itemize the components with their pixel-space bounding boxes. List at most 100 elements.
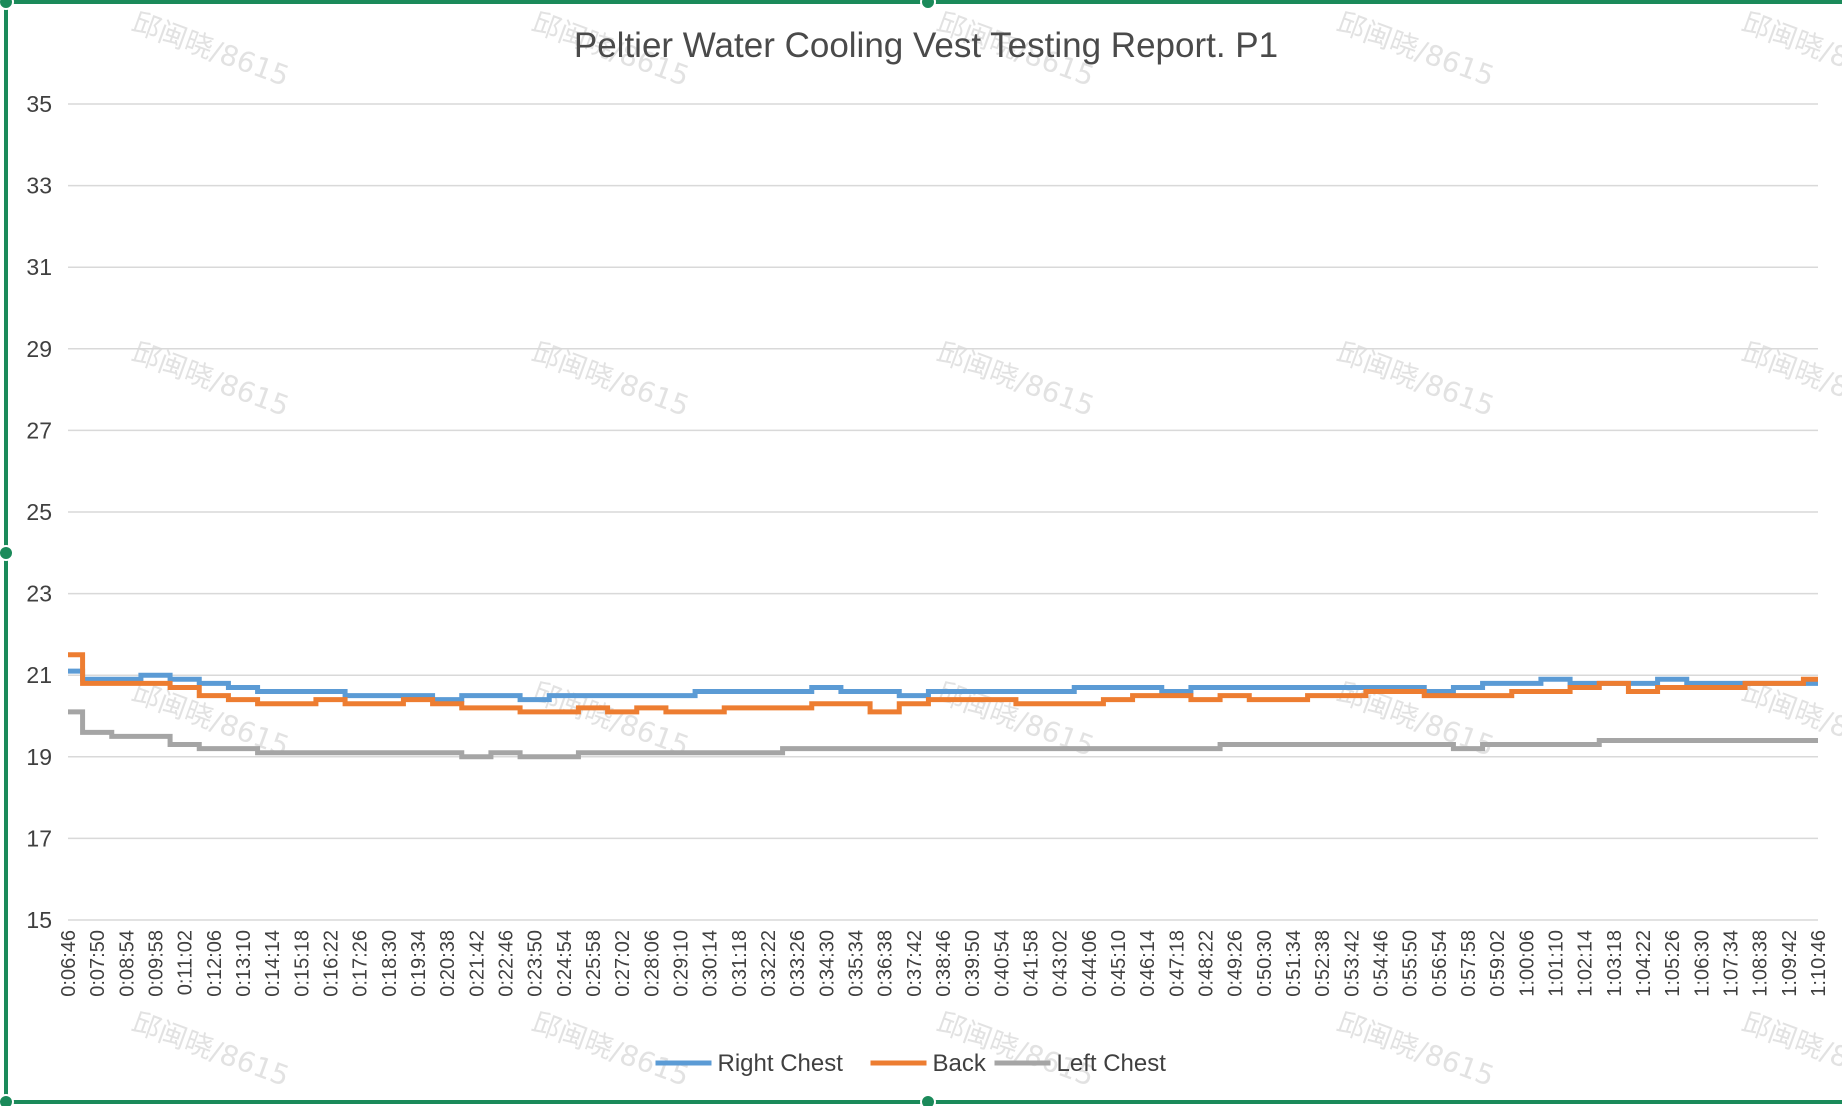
x-tick-label: 0:14:14 [262,930,284,997]
x-tick-label: 0:33:26 [787,930,809,997]
x-axis-ticks: 0:06:46 0:07:50 0:08:54 0:09:58 0:11:02 0:12:… [58,930,1830,997]
legend-label: Left Chest [1057,1050,1167,1077]
x-tick-label: 0:34:30 [816,930,838,997]
gridlines [68,103,1818,921]
resize-handle[interactable] [0,545,14,561]
legend-item[interactable]: Back [870,1050,987,1077]
y-tick-label: 35 [26,91,52,117]
x-tick-label: 0:16:22 [321,930,343,997]
x-tick-label: 0:37:42 [904,930,926,997]
x-tick-label: 0:17:26 [350,930,372,997]
x-tick-label: 0:30:14 [700,930,722,997]
x-tick-label: 0:28:06 [641,930,663,997]
watermark-text: 邱闽晓/8615 [128,6,294,93]
x-tick-label: 1:06:30 [1691,930,1713,997]
x-tick-label: 0:43:02 [1050,930,1072,997]
y-tick-label: 29 [26,336,52,362]
y-tick-label: 23 [26,581,52,607]
x-tick-label: 0:29:10 [671,930,693,997]
x-tick-label: 0:24:54 [554,930,576,997]
x-tick-label: 0:44:06 [1079,930,1101,997]
x-tick-label: 0:20:38 [437,930,459,997]
series-line-left-chest [68,709,1818,760]
x-tick-label: 0:38:46 [933,930,955,997]
x-tick-label: 0:11:02 [175,930,197,995]
x-tick-label: 1:07:34 [1721,930,1743,997]
y-tick-label: 31 [26,254,52,280]
x-tick-label: 0:13:10 [233,930,255,997]
x-tick-label: 1:02:14 [1575,930,1597,997]
x-tick-label: 1:00:06 [1516,930,1538,997]
x-tick-label: 0:54:46 [1371,930,1393,997]
x-tick-label: 1:05:26 [1662,930,1684,997]
series-line-right-chest [68,668,1818,703]
y-tick-label: 19 [26,744,52,770]
watermark-text: 邱闽晓/8615 [128,1006,294,1093]
legend-label: Right Chest [718,1050,844,1077]
legend: Right Chest Back Left Chest [655,1050,1167,1077]
x-tick-label: 1:01:10 [1546,930,1568,997]
x-tick-label: 0:39:50 [962,930,984,997]
watermark-text: 邱闽晓/8615 [1738,1006,1842,1093]
x-tick-label: 0:59:02 [1487,930,1509,997]
x-tick-label: 1:09:42 [1779,930,1801,997]
watermark-text: 邱闽晓/8615 [528,1006,694,1093]
y-tick-label: 21 [26,662,52,688]
x-tick-label: 1:10:46 [1808,930,1830,997]
x-tick-label: 0:49:26 [1225,930,1247,997]
x-tick-label: 0:19:34 [408,930,430,997]
resize-handle[interactable] [0,0,14,10]
x-tick-label: 0:15:18 [291,930,313,997]
resize-handle[interactable] [920,0,936,10]
legend-item[interactable]: Left Chest [994,1050,1167,1077]
y-axis-ticks: 15 17 19 21 23 25 27 29 31 33 35 [26,91,52,933]
x-tick-label: 0:57:58 [1458,930,1480,997]
x-tick-label: 0:52:38 [1312,930,1334,997]
x-tick-label: 0:56:54 [1429,930,1451,997]
legend-label: Back [933,1050,987,1077]
x-tick-label: 0:35:34 [846,930,868,997]
watermark-text: 邱闽晓/8615 [1738,676,1842,763]
x-tick-label: 0:22:46 [496,930,518,997]
watermark-text: 邱闽晓/8615 [1333,1006,1499,1093]
x-tick-label: 0:06:46 [58,930,80,997]
x-tick-label: 0:47:18 [1166,930,1188,997]
x-tick-label: 0:55:50 [1400,930,1422,997]
x-tick-label: 0:07:50 [87,930,109,997]
x-tick-label: 0:27:02 [612,930,634,997]
y-tick-label: 15 [26,907,52,933]
y-tick-label: 33 [26,173,52,199]
x-tick-label: 0:18:30 [379,930,401,997]
series-lines [68,652,1818,760]
x-tick-label: 0:08:54 [116,930,138,997]
watermark-text: 邱闽晓/8615 [528,676,694,763]
chart-title: Peltier Water Cooling Vest Testing Repor… [574,26,1278,65]
x-tick-label: 0:40:54 [991,930,1013,997]
x-tick-label: 1:04:22 [1633,930,1655,997]
x-tick-label: 0:12:06 [204,930,226,997]
resize-handle[interactable] [920,1094,936,1106]
x-tick-label: 0:21:42 [466,930,488,997]
x-tick-label: 0:45:10 [1108,930,1130,997]
x-tick-label: 0:09:58 [146,930,168,997]
watermark-text: 邱闽晓/8615 [1333,6,1499,93]
y-tick-label: 27 [26,417,52,443]
x-tick-label: 0:53:42 [1341,930,1363,997]
resize-handle[interactable] [0,1094,14,1106]
legend-item[interactable]: Right Chest [655,1050,844,1077]
x-tick-label: 0:31:18 [729,930,751,997]
x-tick-label: 0:41:58 [1021,930,1043,997]
series-line-back [68,652,1818,715]
watermark-layer: 邱闽晓/8615 邱闽晓/8615 邱闽晓/8615 邱闽晓/8615 邱闽晓/8615… [128,6,1842,1093]
x-tick-label: 0:51:34 [1283,930,1305,997]
x-tick-label: 0:46:14 [1137,930,1159,997]
x-tick-label: 0:36:38 [875,930,897,997]
x-tick-label: 1:03:18 [1604,930,1626,997]
x-tick-label: 0:50:30 [1254,930,1276,997]
y-tick-label: 25 [26,499,52,525]
x-tick-label: 0:25:58 [583,930,605,997]
x-tick-label: 0:32:22 [758,930,780,997]
